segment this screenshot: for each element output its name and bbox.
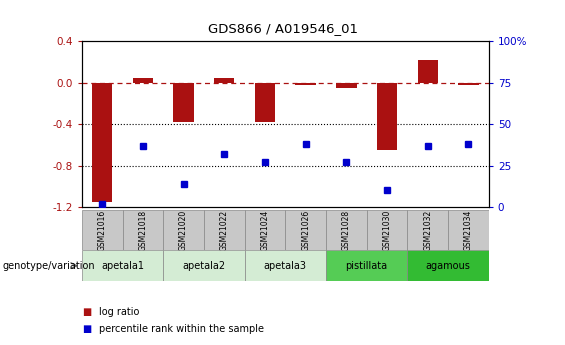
Text: GSM21026: GSM21026 bbox=[301, 210, 310, 251]
Bar bbox=[407, 210, 448, 250]
Text: GSM21018: GSM21018 bbox=[138, 210, 147, 251]
Bar bbox=[123, 210, 163, 250]
Text: genotype/variation: genotype/variation bbox=[3, 261, 95, 270]
Text: GSM21016: GSM21016 bbox=[98, 210, 107, 251]
Bar bbox=[163, 250, 245, 281]
Text: GSM21034: GSM21034 bbox=[464, 210, 473, 251]
Bar bbox=[173, 83, 194, 122]
Text: GSM21024: GSM21024 bbox=[260, 210, 270, 251]
Bar bbox=[245, 250, 326, 281]
Bar bbox=[163, 210, 204, 250]
Text: apetala1: apetala1 bbox=[101, 261, 144, 270]
Bar bbox=[336, 83, 357, 88]
Text: ■: ■ bbox=[82, 325, 91, 334]
Text: GDS866 / A019546_01: GDS866 / A019546_01 bbox=[207, 22, 358, 36]
Text: GSM21028: GSM21028 bbox=[342, 210, 351, 251]
Bar bbox=[377, 83, 397, 150]
Bar bbox=[367, 210, 407, 250]
Text: pistillata: pistillata bbox=[346, 261, 388, 270]
Bar bbox=[245, 210, 285, 250]
Bar bbox=[92, 83, 112, 202]
Bar bbox=[448, 210, 489, 250]
Bar bbox=[214, 78, 234, 83]
Bar bbox=[295, 83, 316, 85]
Text: log ratio: log ratio bbox=[99, 307, 139, 317]
Text: GSM21032: GSM21032 bbox=[423, 210, 432, 251]
Bar bbox=[326, 210, 367, 250]
Text: agamous: agamous bbox=[425, 261, 471, 270]
Bar bbox=[82, 210, 123, 250]
Bar bbox=[285, 210, 326, 250]
Text: ■: ■ bbox=[82, 307, 91, 317]
Bar bbox=[418, 60, 438, 83]
Bar bbox=[326, 250, 407, 281]
Text: GSM21020: GSM21020 bbox=[179, 210, 188, 251]
Text: GSM21022: GSM21022 bbox=[220, 210, 229, 251]
Text: apetala2: apetala2 bbox=[182, 261, 225, 270]
Text: percentile rank within the sample: percentile rank within the sample bbox=[99, 325, 264, 334]
Bar bbox=[204, 210, 245, 250]
Bar bbox=[458, 83, 479, 85]
Bar bbox=[133, 78, 153, 83]
Bar bbox=[82, 250, 163, 281]
Text: GSM21030: GSM21030 bbox=[383, 210, 392, 251]
Bar bbox=[255, 83, 275, 122]
Bar bbox=[407, 250, 489, 281]
Text: apetala3: apetala3 bbox=[264, 261, 307, 270]
